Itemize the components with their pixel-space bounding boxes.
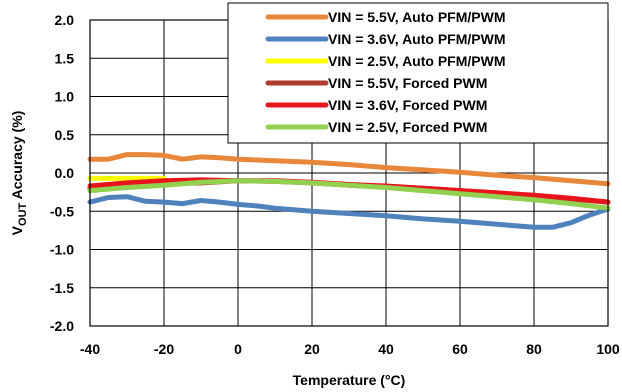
legend-label: VIN = 3.6V, Auto PFM/PWM (328, 31, 506, 47)
series-lines (87, 152, 611, 230)
x-tick-label: -40 (80, 341, 100, 357)
x-axis-label: Temperature (°C) (293, 372, 406, 388)
y-axis-label: VOUT Accuracy (%) (9, 111, 29, 236)
series-line-6 (87, 178, 611, 211)
legend-label: VIN = 3.6V, Forced PWM (328, 97, 487, 113)
series-line-2 (87, 194, 611, 230)
legend-label: VIN = 2.5V, Forced PWM (328, 119, 487, 135)
y-tick-label: 1.5 (55, 50, 75, 66)
y-tick-label: 0.0 (55, 165, 75, 181)
y-tick-label: -1.0 (50, 242, 74, 258)
y-tick-label: 0.5 (55, 127, 75, 143)
y-tick-label: -1.5 (50, 280, 74, 296)
legend-label: VIN = 2.5V, Auto PFM/PWM (328, 53, 506, 69)
y-tick-label: -0.5 (50, 203, 74, 219)
x-tick-label: -20 (154, 341, 174, 357)
legend-label: VIN = 5.5V, Auto PFM/PWM (328, 9, 506, 25)
x-tick-labels: -40 -20 0 20 40 60 80 100 (80, 341, 620, 357)
legend-label: VIN = 5.5V, Forced PWM (328, 75, 487, 91)
x-tick-label: 0 (234, 341, 242, 357)
y-tick-label: 1.0 (55, 89, 75, 105)
y-axis-label-rest: Accuracy (%) (9, 111, 25, 203)
series-line-1 (87, 152, 611, 187)
legend-box (227, 2, 609, 144)
x-tick-label: 40 (378, 341, 394, 357)
x-tick-label: 100 (596, 341, 620, 357)
x-tick-label: 80 (526, 341, 542, 357)
y-axis-label-main: V (9, 225, 25, 235)
y-tick-labels: 2.0 1.5 1.0 0.5 0.0 -0.5 -1.0 -1.5 -2.0 (50, 12, 74, 334)
x-tick-label: 20 (304, 341, 320, 357)
x-tick-label: 60 (452, 341, 468, 357)
legend: VIN = 5.5V, Auto PFM/PWM VIN = 3.6V, Auto… (227, 2, 609, 144)
y-axis-label-sub: OUT (17, 202, 29, 226)
y-tick-label: 2.0 (55, 12, 75, 28)
y-tick-label: -2.0 (50, 318, 74, 334)
